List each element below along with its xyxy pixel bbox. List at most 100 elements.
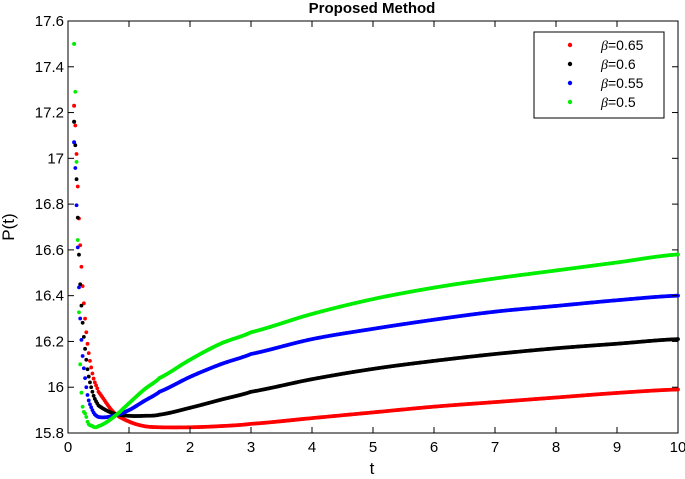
data-point xyxy=(74,203,79,208)
chart-title: Proposed Method xyxy=(309,0,436,17)
y-tick-label: 16.4 xyxy=(35,288,64,305)
y-tick-label: 15.8 xyxy=(35,425,64,442)
data-point xyxy=(89,385,94,390)
data-point xyxy=(83,411,87,416)
legend-series-name: =0.65 xyxy=(608,37,644,53)
legend: β=0.65β=0.6β=0.55β=0.5 xyxy=(533,31,665,119)
x-tick-label: 9 xyxy=(613,439,621,456)
legend-series-name: =0.5 xyxy=(608,94,636,110)
data-point xyxy=(74,152,79,156)
legend-item: β=0.5 xyxy=(567,94,636,111)
legend-series-name: =0.55 xyxy=(608,75,644,91)
y-tick-label: 17.6 xyxy=(35,13,64,30)
data-point xyxy=(72,140,77,145)
data-point xyxy=(77,252,81,257)
data-point xyxy=(83,376,87,381)
series-layer xyxy=(72,41,680,430)
series-4 xyxy=(72,41,680,430)
data-point xyxy=(89,365,94,370)
data-point xyxy=(79,390,84,395)
data-point xyxy=(77,285,81,290)
legend-symbol: β xyxy=(600,77,608,92)
y-tick-label: 17.2 xyxy=(35,105,64,122)
data-point xyxy=(88,380,92,385)
y-tick-label: 17 xyxy=(47,150,64,167)
data-point xyxy=(84,385,89,390)
data-point xyxy=(86,398,91,403)
data-point xyxy=(84,357,89,362)
data-point xyxy=(90,371,95,376)
x-tick-label: 6 xyxy=(430,439,438,456)
data-point xyxy=(78,362,83,367)
x-axis-label: t xyxy=(370,459,375,478)
data-point xyxy=(75,245,80,250)
data-point xyxy=(78,282,83,287)
data-point xyxy=(676,387,680,392)
data-point xyxy=(88,402,92,407)
data-point xyxy=(77,310,81,315)
series-1 xyxy=(72,103,680,430)
data-point xyxy=(81,366,86,371)
data-point xyxy=(80,404,85,409)
data-point xyxy=(92,380,97,385)
data-point xyxy=(90,389,95,394)
legend-item: β=0.65 xyxy=(567,37,644,54)
series-2 xyxy=(72,119,680,418)
x-tick-label: 8 xyxy=(552,439,560,456)
legend-marker xyxy=(567,42,573,48)
data-point xyxy=(94,383,98,388)
data-point xyxy=(73,89,78,94)
data-point xyxy=(85,367,90,372)
data-point xyxy=(75,215,80,220)
data-point xyxy=(86,374,91,379)
legend-box xyxy=(533,31,665,119)
data-point xyxy=(74,177,79,182)
data-point xyxy=(676,337,680,342)
legend-label: β=0.6 xyxy=(600,56,636,73)
legend-symbol: β xyxy=(600,39,608,54)
legend-symbol: β xyxy=(600,96,608,111)
data-point xyxy=(81,334,86,339)
data-point xyxy=(73,123,78,128)
x-tick-label: 3 xyxy=(247,439,255,456)
data-point xyxy=(88,358,92,363)
data-point xyxy=(72,41,77,46)
data-point xyxy=(84,415,89,419)
data-point xyxy=(91,393,96,398)
data-point xyxy=(80,354,85,358)
legend-item: β=0.6 xyxy=(567,56,636,73)
legend-label: β=0.55 xyxy=(600,75,644,92)
legend-symbol: β xyxy=(600,58,608,73)
y-tick-label: 16.2 xyxy=(35,333,64,350)
data-point xyxy=(79,338,84,342)
y-tick-label: 17.4 xyxy=(35,59,64,76)
data-point xyxy=(74,159,79,164)
x-tick-label: 2 xyxy=(186,439,194,456)
legend-label: β=0.65 xyxy=(600,37,644,54)
data-point xyxy=(91,376,96,381)
data-point xyxy=(73,166,78,170)
data-point xyxy=(83,346,87,351)
data-point xyxy=(78,316,83,321)
data-point xyxy=(79,264,84,269)
x-tick-label: 0 xyxy=(64,439,72,456)
data-point xyxy=(72,103,77,108)
y-tick-label: 16.6 xyxy=(35,242,64,259)
data-point xyxy=(84,330,89,335)
data-point xyxy=(81,301,86,306)
legend-item: β=0.55 xyxy=(567,75,644,92)
x-tick-label: 7 xyxy=(491,439,499,456)
legend-marker xyxy=(567,99,573,105)
legend-series-name: =0.6 xyxy=(608,56,636,72)
legend-marker xyxy=(567,61,573,67)
data-point xyxy=(72,119,77,124)
data-point xyxy=(80,320,85,325)
x-tick-label: 4 xyxy=(308,439,316,456)
data-point xyxy=(85,341,90,346)
x-tick-label: 5 xyxy=(369,439,377,456)
data-point xyxy=(85,393,90,397)
y-tick-label: 16.8 xyxy=(35,196,64,213)
data-point xyxy=(83,316,87,321)
legend-label: β=0.5 xyxy=(600,94,636,111)
